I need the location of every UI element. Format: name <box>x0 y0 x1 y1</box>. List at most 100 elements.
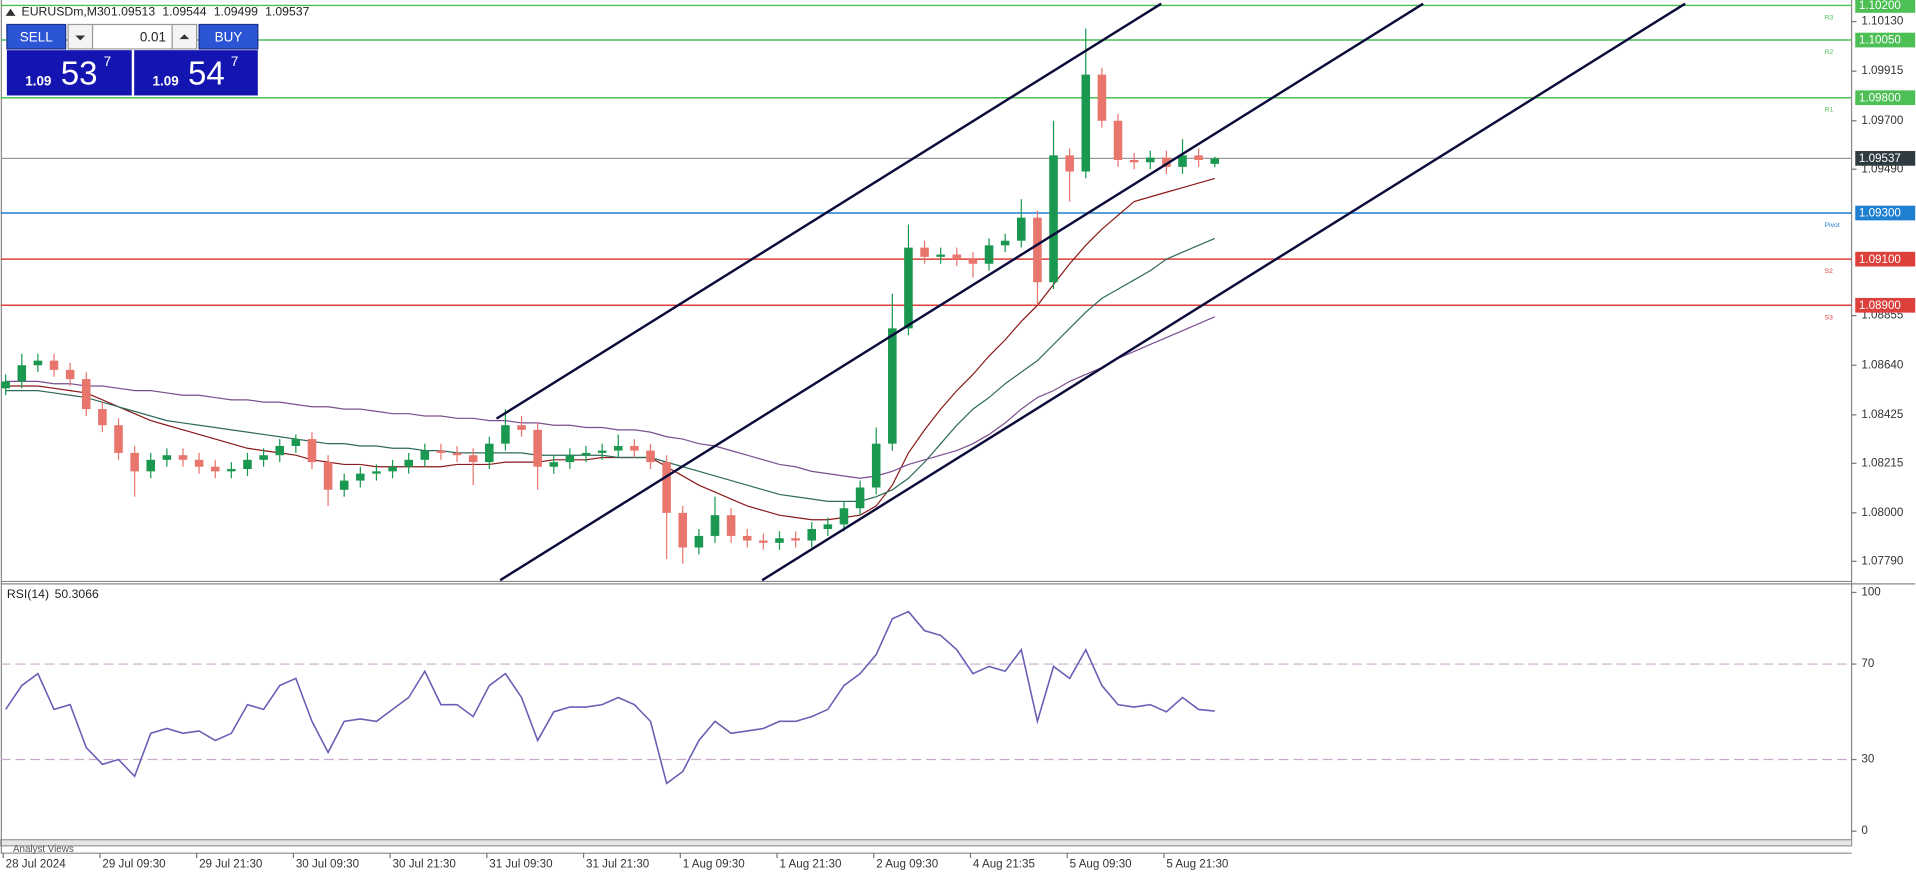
candle-body <box>646 450 655 463</box>
y-tick-label: 1.08215 <box>1861 456 1903 469</box>
x-tick-label: 5 Aug 09:30 <box>1070 857 1132 870</box>
rsi-last-value: 50.3066 <box>55 587 99 601</box>
y-tick-label: 1.10130 <box>1861 15 1903 28</box>
candle-body <box>227 469 236 472</box>
candle-body <box>33 360 43 366</box>
candle-body <box>323 462 333 490</box>
candle-body <box>726 515 736 536</box>
channel-lines <box>495 2 1686 582</box>
level-label-box <box>1855 32 1916 48</box>
candle-body <box>17 365 27 382</box>
candle-body <box>662 462 671 513</box>
candle-body <box>807 529 817 541</box>
y-tick-label: 0 <box>1861 824 1867 837</box>
level-label-box <box>1855 297 1916 313</box>
candle-body <box>517 425 526 430</box>
candle-body <box>259 455 268 460</box>
candle-body <box>968 259 978 264</box>
candle-body <box>81 379 91 410</box>
candle-body <box>452 452 462 456</box>
candle-body <box>49 360 59 370</box>
bid-box[interactable] <box>6 50 132 96</box>
level-name: R1 <box>1825 107 1834 114</box>
level-label: 1.09800 <box>1859 91 1901 104</box>
x-tick-label: 31 Jul 09:30 <box>489 857 552 870</box>
candle-body <box>710 515 720 536</box>
candle-body <box>855 487 865 509</box>
candle-body <box>1000 240 1010 246</box>
y-tick-label: 1.08640 <box>1861 358 1903 371</box>
buy-button[interactable] <box>198 23 259 50</box>
y-tick-label: 1.09700 <box>1861 114 1903 127</box>
ask-box[interactable] <box>134 50 258 96</box>
candle-body <box>501 425 510 444</box>
footer-tab[interactable]: Analyst Views <box>13 844 74 855</box>
candle-body <box>775 538 784 543</box>
header-close: 1.09537 <box>265 4 309 18</box>
bid-fraction: 7 <box>104 54 111 69</box>
level-label-box <box>1855 205 1916 221</box>
candle-body <box>823 524 833 530</box>
candle-body <box>388 466 397 472</box>
candle-body <box>936 254 945 257</box>
header-low: 1.09499 <box>214 4 258 18</box>
candle-body <box>839 508 849 525</box>
candle-body <box>1210 158 1220 164</box>
candle-body <box>130 452 139 472</box>
moving-average <box>5 237 1215 502</box>
candle-body <box>904 247 913 329</box>
header-open: 1.09513 <box>111 4 155 18</box>
candle-body <box>1081 74 1091 172</box>
candle-body <box>275 445 285 456</box>
candle-body <box>162 455 172 460</box>
candle-body <box>549 462 559 467</box>
candle-body <box>1065 155 1074 172</box>
y-tick-label: 1.08000 <box>1861 506 1903 519</box>
candle-body <box>372 471 381 474</box>
level-label: 1.08900 <box>1859 299 1901 312</box>
candle-body <box>694 535 704 548</box>
candle-body <box>404 459 413 467</box>
candle-body <box>759 540 768 543</box>
candle-body <box>307 439 317 463</box>
collapse-icon[interactable] <box>5 8 16 16</box>
candle-body <box>565 455 575 463</box>
y-tick-label: 1.08425 <box>1861 408 1903 421</box>
candle-body <box>210 466 220 472</box>
candle-body <box>485 443 494 463</box>
candle-body <box>178 455 188 460</box>
candle-body <box>984 245 994 264</box>
lot-input[interactable] <box>91 23 173 50</box>
candle-body <box>742 535 752 541</box>
candle-body <box>1097 74 1107 121</box>
candle-body <box>436 450 446 453</box>
candle-body <box>1162 157 1171 167</box>
ask-pips: 54 <box>188 56 225 93</box>
candle-body <box>630 445 639 451</box>
candle-body <box>920 247 929 257</box>
level-label-box <box>1855 90 1916 106</box>
lot-value: 0.01 <box>140 30 166 45</box>
candle-body <box>613 445 623 451</box>
candle-body <box>1113 120 1123 160</box>
candle-body <box>243 459 252 470</box>
x-tick-label: 29 Jul 21:30 <box>199 857 262 870</box>
level-name: S2 <box>1825 268 1833 275</box>
candle-body <box>468 455 478 463</box>
plot-area <box>0 4 1852 785</box>
sell-button[interactable] <box>6 23 67 50</box>
candle-body <box>98 409 107 426</box>
channel-line <box>499 2 1424 582</box>
candle-body <box>291 439 301 446</box>
last-price-label: 1.09537 <box>1859 152 1901 165</box>
x-tick-label: 1 Aug 09:30 <box>683 857 745 870</box>
y-tick-label: 100 <box>1861 586 1880 599</box>
candle-body <box>871 443 881 488</box>
y-tick-label: 1.07790 <box>1861 554 1903 567</box>
candle-body <box>356 473 365 481</box>
candle-body <box>420 450 430 460</box>
one-click-trading: SELL 0.01 BUY 1.09 53 7 1.09 54 7 <box>6 23 259 96</box>
ask-fraction: 7 <box>231 54 238 69</box>
x-tick-label: 30 Jul 21:30 <box>393 857 456 870</box>
